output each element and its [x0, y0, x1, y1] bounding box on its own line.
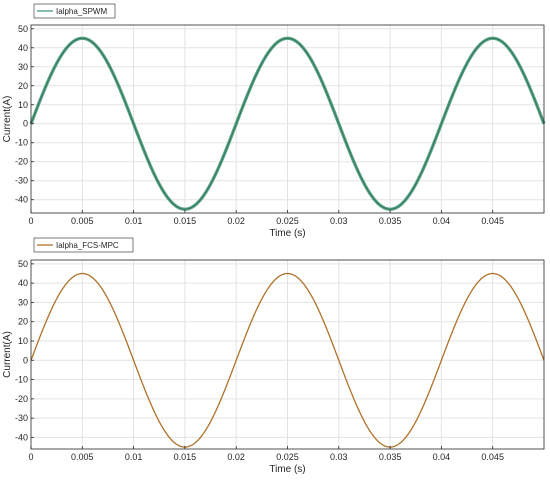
x-tick-label: 0.035 [379, 452, 402, 462]
legend-label: Ialpha_FCS-MPC [56, 241, 119, 250]
legend-box [33, 237, 134, 253]
x-tick-label: 0.03 [330, 216, 348, 226]
series-line-ripple [30, 37, 545, 210]
x-tick-label: 0.035 [379, 216, 402, 226]
y-axis-label: Current(A) [2, 96, 13, 143]
y-tick-label: 20 [18, 317, 28, 327]
y-tick-label: 40 [18, 278, 28, 288]
y-tick-label: 30 [18, 62, 28, 72]
x-tick-label: 0.04 [433, 452, 451, 462]
x-tick-label: 0.02 [227, 216, 245, 226]
x-tick-label: 0.025 [276, 452, 299, 462]
y-tick-label: -10 [15, 375, 28, 385]
x-tick-label: 0.025 [276, 216, 299, 226]
y-tick-label: 0 [23, 355, 28, 365]
x-tick-label: 0 [28, 452, 33, 462]
x-tick-label: 0.015 [174, 452, 197, 462]
y-axis-label: Current(A) [2, 331, 13, 378]
y-tick-label: 10 [18, 336, 28, 346]
x-axis-label: Time (s) [269, 464, 305, 475]
x-tick-label: 0.01 [125, 452, 143, 462]
x-tick-label: 0 [28, 216, 33, 226]
x-tick-label: 0.005 [71, 216, 94, 226]
y-tick-label: 10 [18, 100, 28, 110]
x-tick-label: 0.02 [227, 452, 245, 462]
y-tick-label: 50 [18, 24, 28, 34]
y-tick-label: -10 [15, 138, 28, 148]
y-tick-label: -40 [15, 432, 28, 442]
y-tick-label: 30 [18, 297, 28, 307]
series-line [30, 272, 545, 448]
y-tick-label: 50 [18, 259, 28, 269]
plot-spwm: 0 0.005 0.01 0.015 0.02 0.025 0.03 0.035 0.04 0.0… [2, 3, 546, 239]
y-tick-label: 20 [18, 81, 28, 91]
y-tick-label: -30 [15, 176, 28, 186]
x-tick-label: 0.04 [433, 216, 451, 226]
x-axis-label: Time (s) [269, 228, 305, 239]
y-tick-label: -40 [15, 195, 28, 205]
y-tick-label: 40 [18, 43, 28, 53]
x-tick-label: 0.045 [481, 216, 504, 226]
y-tick-label: -20 [15, 394, 28, 404]
legend-box [33, 3, 116, 19]
legend-label: Ialpha_SPWM [56, 7, 107, 16]
x-tick-label: 0.03 [330, 452, 348, 462]
x-tick-label: 0.01 [125, 216, 143, 226]
plot-fcs-mpc: 0 0.005 0.01 0.015 0.02 0.025 0.03 0.035 0.04 0.0… [2, 237, 545, 475]
x-tick-label: 0.045 [481, 452, 504, 462]
y-tick-label: -30 [15, 413, 28, 423]
x-tick-label: 0.005 [71, 452, 94, 462]
y-tick-label: 0 [23, 119, 28, 129]
x-tick-label: 0.015 [174, 216, 197, 226]
y-tick-label: -20 [15, 157, 28, 167]
